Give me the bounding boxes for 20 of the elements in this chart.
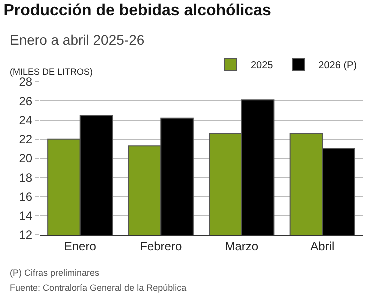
y-tick-label: 28 (19, 75, 33, 90)
y-tick-label: 26 (19, 94, 33, 108)
x-tick-label: Marzo (225, 239, 259, 254)
legend-label: 2026 (P) (318, 60, 358, 72)
x-tick-label: Abril (310, 239, 335, 254)
source-note: Fuente: Contraloría General de la República (10, 283, 187, 293)
y-tick-label: 16 (19, 190, 33, 204)
y-axis-title: (MILES DE LITROS) (10, 67, 94, 77)
y-tick-label: 12 (19, 228, 33, 242)
x-tick-label: Febrero (140, 239, 182, 254)
y-tick-label: 24 (19, 113, 33, 128)
legend-label: 2025 (251, 60, 274, 72)
chart-subtitle: Enero a abril 2025-26 (10, 32, 145, 48)
y-tick-label: 22 (19, 132, 33, 147)
y-tick-label: 14 (19, 209, 33, 224)
y-tick-label: 20 (19, 152, 33, 166)
y-tick-label: 18 (19, 170, 33, 185)
text: (P) Cifras preliminares (10, 268, 100, 278)
chart-title: Producción de bebidas alcohólicas (4, 2, 272, 20)
x-tick-label: Enero (64, 239, 97, 254)
